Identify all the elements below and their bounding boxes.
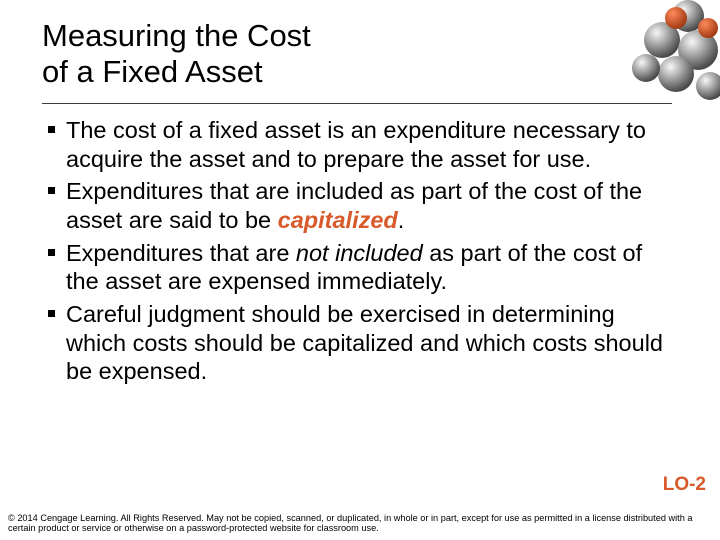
bullet-marker-icon <box>48 310 55 317</box>
bullet-list: The cost of a fixed asset is an expendit… <box>48 116 668 390</box>
slide-title: Measuring the Cost of a Fixed Asset <box>42 18 311 89</box>
bullet-marker-icon <box>48 249 55 256</box>
bullet-item-1: The cost of a fixed asset is an expendit… <box>48 116 668 173</box>
bullet-item-4: Careful judgment should be exercised in … <box>48 300 668 386</box>
copyright-footer: © 2014 Cengage Learning. All Rights Rese… <box>8 513 712 534</box>
bullet-text: The cost of a fixed asset is an expendit… <box>66 117 646 172</box>
bullet-text: Careful judgment should be exercised in … <box>66 301 663 384</box>
title-line-1: Measuring the Cost <box>42 18 311 53</box>
bullet-marker-icon <box>48 126 55 133</box>
bullet-item-2: Expenditures that are included as part o… <box>48 177 668 234</box>
emphasis-not-included: not included <box>296 240 423 266</box>
bullet-text-post: . <box>398 207 405 233</box>
emphasis-capitalized: capitalized <box>278 207 398 233</box>
bullet-marker-icon <box>48 187 55 194</box>
bullet-item-3: Expenditures that are not included as pa… <box>48 239 668 296</box>
slide: Measuring the Cost of a Fixed Asset The … <box>0 0 720 540</box>
learning-objective-tag: LO-2 <box>663 474 706 496</box>
corner-spheres-decoration <box>570 0 720 110</box>
title-underline <box>42 103 672 104</box>
title-line-2: of a Fixed Asset <box>42 54 263 89</box>
bullet-text-pre: Expenditures that are <box>66 240 296 266</box>
